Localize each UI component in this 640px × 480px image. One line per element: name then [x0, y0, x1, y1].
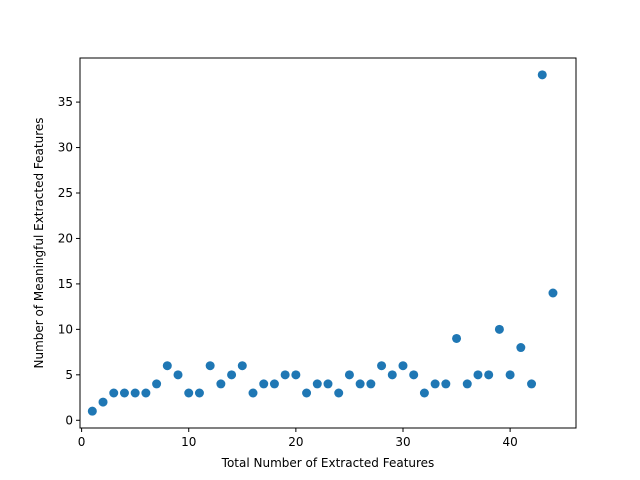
data-point [548, 288, 558, 298]
data-point [119, 388, 129, 398]
y-tick-label: 0 [65, 413, 73, 427]
x-tick-label: 40 [502, 435, 517, 449]
y-tick-label: 30 [58, 141, 73, 155]
x-tick-label: 10 [181, 435, 196, 449]
data-point [312, 379, 322, 389]
data-point [98, 397, 108, 407]
data-point [184, 388, 194, 398]
data-point [462, 379, 472, 389]
data-point [173, 370, 183, 380]
data-point [216, 379, 226, 389]
y-tick-label: 20 [58, 231, 73, 245]
plot-frame [79, 57, 577, 429]
data-point [109, 388, 119, 398]
data-point [516, 343, 526, 353]
data-point [269, 379, 279, 389]
data-point [323, 379, 333, 389]
x-axis-ticks: 0 10 20 30 40 [78, 428, 518, 449]
x-tick-label: 30 [395, 435, 410, 449]
data-point [152, 379, 162, 389]
data-point [366, 379, 376, 389]
data-points [87, 70, 558, 416]
data-point [334, 388, 344, 398]
data-point [398, 361, 408, 371]
data-point [505, 370, 515, 380]
y-tick-label: 5 [65, 368, 73, 382]
data-point [280, 370, 290, 380]
x-tick-label: 20 [288, 435, 303, 449]
data-point [527, 379, 537, 389]
data-point [130, 388, 140, 398]
data-point [419, 388, 429, 398]
data-point [259, 379, 269, 389]
data-point [141, 388, 151, 398]
x-axis-label: Total Number of Extracted Features [221, 456, 435, 470]
data-point [194, 388, 204, 398]
data-point [387, 370, 397, 380]
data-point [302, 388, 312, 398]
data-point [452, 333, 462, 343]
data-point [227, 370, 237, 380]
data-point [409, 370, 419, 380]
data-point [537, 70, 547, 80]
data-point [377, 361, 387, 371]
data-point [441, 379, 451, 389]
y-axis-label: Number of Meaningful Extracted Features [32, 117, 46, 368]
y-axis-ticks: 0 5 10 15 20 25 30 35 [58, 95, 80, 427]
data-point [484, 370, 494, 380]
y-tick-label: 25 [58, 186, 73, 200]
data-point [473, 370, 483, 380]
x-tick-label: 0 [78, 435, 86, 449]
data-point [237, 361, 247, 371]
data-point [430, 379, 440, 389]
data-point [205, 361, 215, 371]
data-point [87, 406, 97, 416]
y-tick-label: 15 [58, 277, 73, 291]
data-point [248, 388, 258, 398]
data-point [494, 324, 504, 334]
y-tick-label: 35 [58, 95, 73, 109]
data-point [162, 361, 172, 371]
data-point [344, 370, 354, 380]
data-point [355, 379, 365, 389]
data-point [291, 370, 301, 380]
y-tick-label: 10 [58, 322, 73, 336]
